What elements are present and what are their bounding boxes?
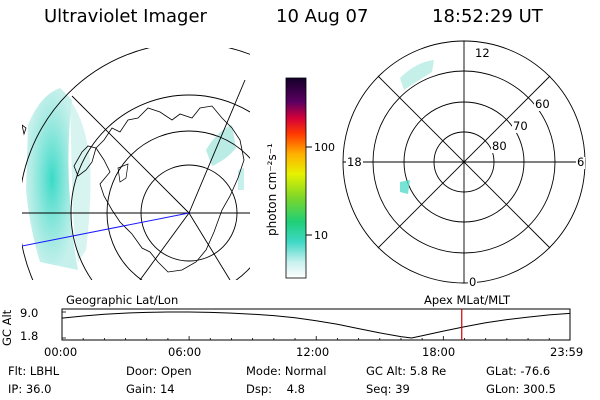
status-mode: Mode: Normal (246, 364, 327, 378)
status-dsp: Dsp: 4.8 (246, 382, 305, 396)
y-tick-label-max: 9.0 (20, 306, 39, 320)
coastline-peninsula (73, 145, 97, 177)
altitude-chart-ticks (61, 311, 571, 340)
mlt-label-6: 6 (576, 155, 586, 169)
mlat-label-70: 70 (512, 119, 529, 133)
status-glon: GLon: 300.5 (486, 382, 556, 396)
mlt-label-0: 0 (468, 275, 478, 289)
satellite-track-line (22, 212, 190, 247)
status-door: Door: Open (126, 364, 192, 378)
mlt-label-18: 18 (346, 155, 363, 169)
altitude-series-line (61, 311, 571, 339)
instrument-title: Ultraviolet Imager (44, 6, 207, 27)
x-tick-label-1800: 18:00 (422, 345, 456, 359)
status-glat: GLat: -76.6 (486, 364, 551, 378)
status-seq: Seq: 39 (366, 382, 410, 396)
colorbar-label-100: 100 (314, 141, 335, 154)
time-label: 18:52:29 UT (432, 6, 543, 27)
x-tick-label-0000: 00:00 (44, 345, 78, 359)
aurora-emission-west-faint (70, 100, 91, 262)
coastline-antarctica (95, 105, 245, 273)
mlat-label-60: 60 (534, 97, 551, 111)
status-gc-alt: GC Alt: 5.8 Re (366, 364, 447, 378)
left-panel-caption: Geographic Lat/Lon (66, 293, 179, 307)
mlt-label-12: 12 (474, 46, 491, 60)
right-panel-caption: Apex MLat/MLT (424, 293, 511, 307)
altitude-chart-frame (61, 308, 571, 341)
x-tick-label-1200: 12:00 (296, 345, 330, 359)
polar-grid (342, 40, 586, 284)
mlat-label-80: 80 (491, 139, 508, 153)
x-tick-label-0600: 06:00 (168, 345, 202, 359)
status-filter: Flt: LBHL (8, 364, 60, 378)
polar-aurora-dawn (400, 60, 434, 90)
y-tick-label-min: 1.8 (20, 329, 39, 343)
colorbar-label-10: 10 (314, 229, 328, 242)
colorbar-gradient (285, 77, 307, 279)
status-ip: IP: 36.0 (8, 382, 52, 396)
coastline-ice-shelf (117, 163, 129, 183)
date-label: 10 Aug 07 (276, 6, 369, 27)
coastline-island (22, 124, 27, 136)
polar-aurora-dusk (400, 180, 410, 194)
status-gain: Gain: 14 (126, 382, 175, 396)
x-tick-label-2359: 23:59 (550, 345, 584, 359)
